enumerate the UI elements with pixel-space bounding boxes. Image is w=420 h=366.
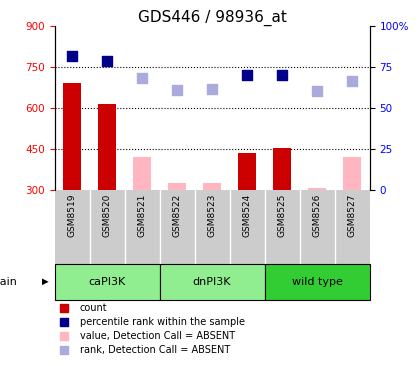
Bar [160,264,265,300]
Text: GSM8525: GSM8525 [278,194,286,238]
Bar [98,104,116,190]
Text: percentile rank within the sample: percentile rank within the sample [80,317,245,327]
Text: GSM8519: GSM8519 [68,194,76,238]
Text: count: count [80,303,108,313]
Point [295,150,302,156]
Title: GDS446 / 98936_at: GDS446 / 98936_at [138,10,286,26]
Bar [344,157,361,190]
Bar [55,264,160,300]
Bar [134,157,151,190]
Text: dnPI3K: dnPI3K [193,277,231,287]
Text: caPI3K: caPI3K [89,277,126,287]
Bar [239,153,256,190]
Text: GSM8521: GSM8521 [138,194,147,238]
Text: rank, Detection Call = ABSENT: rank, Detection Call = ABSENT [80,344,230,355]
Bar [265,264,370,300]
Point [104,58,110,64]
Text: GSM8524: GSM8524 [243,194,252,237]
Point [209,86,215,92]
Bar [273,148,291,190]
Point [279,72,286,78]
Text: strain: strain [0,277,17,287]
Point [174,87,181,93]
Text: GSM8520: GSM8520 [102,194,112,238]
Text: GSM8523: GSM8523 [207,194,217,238]
Point [349,78,355,83]
Point [244,72,250,78]
Point [295,25,302,31]
Text: wild type: wild type [291,277,343,287]
Text: GSM8526: GSM8526 [312,194,322,238]
Point [295,275,302,281]
Bar [63,83,81,190]
Point [69,53,76,59]
Point [314,89,320,94]
Bar [203,183,221,190]
Text: GSM8522: GSM8522 [173,194,181,237]
Text: GSM8527: GSM8527 [348,194,357,238]
Bar [168,183,186,190]
Bar [308,187,326,190]
Text: value, Detection Call = ABSENT: value, Detection Call = ABSENT [80,331,235,341]
Point [139,75,145,81]
